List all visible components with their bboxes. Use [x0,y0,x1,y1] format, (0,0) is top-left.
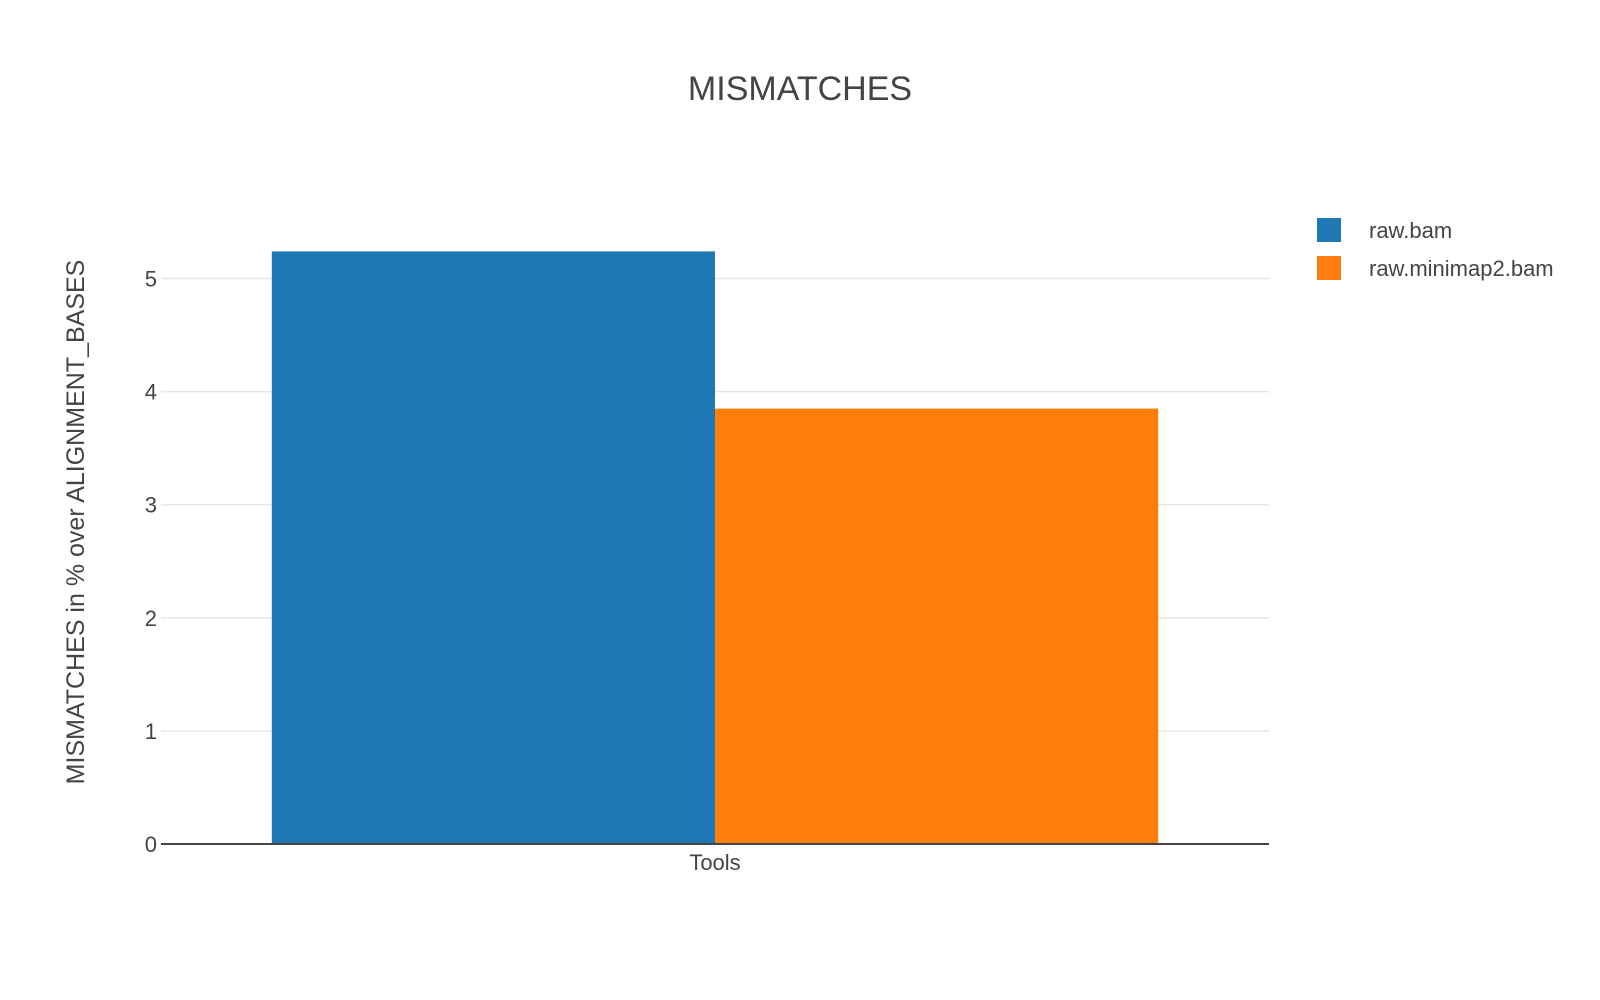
y-tick-label: 1 [145,719,157,744]
bar-raw-bam [271,251,715,845]
y-axis-ticks: 0 1 2 3 4 5 [145,267,157,857]
y-axis-label: MISMATCHES in % over ALIGNMENT_BASES [62,260,90,785]
x-tick-label: Tools [689,850,740,875]
legend-label: raw.minimap2.bam [1369,256,1554,281]
y-tick-label: 5 [145,267,157,292]
legend-swatch [1317,218,1341,242]
legend: raw.bam raw.minimap2.bam [1317,218,1554,281]
bars [271,251,1159,845]
y-tick-label: 0 [145,832,157,857]
y-tick-label: 3 [145,493,157,518]
legend-swatch [1317,256,1341,280]
y-tick-label: 2 [145,606,157,631]
bar-raw-minimap2-bam [715,408,1159,844]
x-axis-ticks: Tools [689,850,740,875]
chart-title: MISMATCHES [688,70,912,108]
legend-label: raw.bam [1369,218,1452,243]
y-tick-label: 4 [145,380,157,405]
